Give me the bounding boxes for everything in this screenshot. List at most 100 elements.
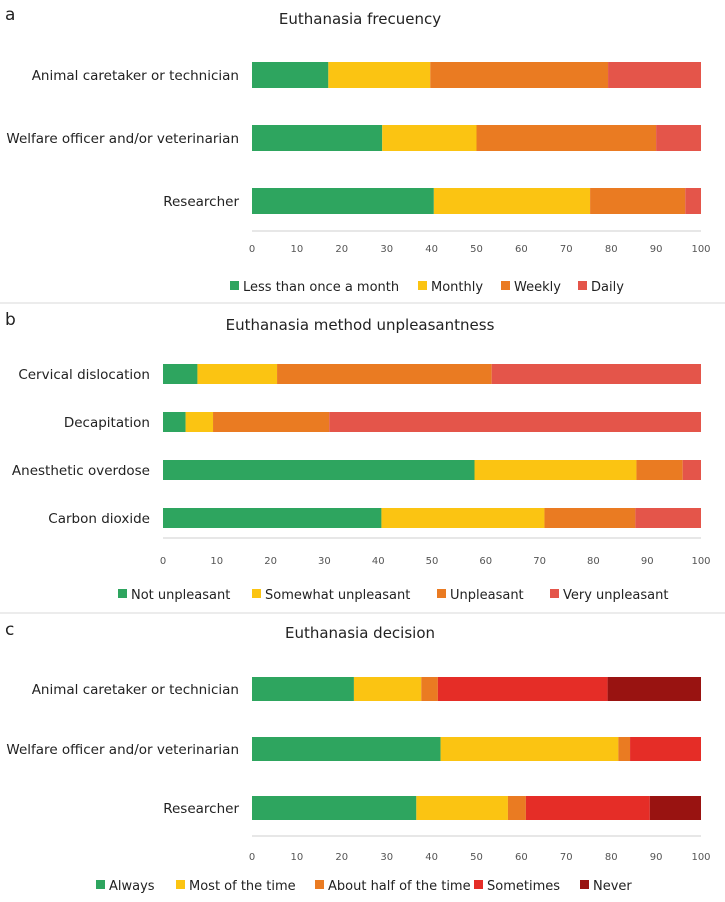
- x-tick-label: 60: [515, 852, 528, 863]
- bar-segment: [163, 412, 186, 432]
- panel-a: a Euthanasia frecuency 0 10 20 30 40 50 60 70 80…: [5, 5, 711, 295]
- bar-segment: [185, 412, 214, 432]
- legend-swatch: [437, 589, 446, 598]
- chart-title: Euthanasia decision: [285, 624, 435, 642]
- x-tick-label: 80: [587, 556, 600, 567]
- x-tick-label: 100: [691, 244, 710, 255]
- bar-segment: [421, 677, 438, 701]
- bar-segment: [590, 188, 686, 214]
- bar-segment: [437, 677, 608, 701]
- x-tick-label: 70: [560, 852, 573, 863]
- x-tick-label: 50: [426, 556, 439, 567]
- x-tick-label: 20: [335, 852, 348, 863]
- bar-segment: [433, 188, 591, 214]
- panel-c: c Euthanasia decision 0 10 20 30 40 50 60 70 80 9…: [5, 620, 711, 894]
- x-tick-label: 0: [249, 852, 255, 863]
- bar-segment: [329, 412, 701, 432]
- bar-segment: [618, 737, 631, 761]
- legend-swatch: [578, 281, 587, 290]
- legend-swatch: [580, 880, 589, 889]
- x-tick-label: 90: [650, 852, 663, 863]
- legend-label: Unpleasant: [450, 588, 524, 603]
- x-tick-label: 60: [515, 244, 528, 255]
- legend-swatch: [176, 880, 185, 889]
- legend-swatch: [96, 880, 105, 889]
- legend-swatch: [230, 281, 239, 290]
- panel-letter: b: [5, 310, 16, 330]
- legend-swatch: [474, 880, 483, 889]
- legend-label: About half of the time: [328, 879, 471, 894]
- bar-segment: [525, 796, 650, 820]
- category-label: Anesthetic overdose: [12, 463, 150, 479]
- bar-segment: [328, 62, 431, 88]
- x-tick-label: 50: [470, 244, 483, 255]
- bar-segment: [252, 796, 417, 820]
- category-label: Welfare officer and/or veterinarian: [6, 742, 239, 758]
- bar-segment: [656, 125, 701, 151]
- category-label: Cervical dislocation: [18, 367, 150, 383]
- x-tick-label: 40: [372, 556, 385, 567]
- bar-segment: [635, 508, 701, 528]
- legend-label: Sometimes: [487, 879, 560, 894]
- category-label: Carbon dioxide: [48, 511, 150, 527]
- bar-segment: [474, 460, 637, 480]
- x-tick-label: 20: [264, 556, 277, 567]
- legend-label: Less than once a month: [243, 280, 399, 295]
- bar-segment: [416, 796, 508, 820]
- x-tick-label: 10: [291, 852, 304, 863]
- x-tick-label: 0: [160, 556, 166, 567]
- bar-segment: [491, 364, 701, 384]
- x-tick-label: 10: [210, 556, 223, 567]
- x-tick-label: 80: [605, 244, 618, 255]
- x-tick-label: 20: [335, 244, 348, 255]
- category-label: Decapitation: [64, 415, 150, 431]
- legend-label: Very unpleasant: [563, 588, 668, 603]
- bar-segment: [163, 364, 198, 384]
- x-tick-label: 40: [425, 244, 438, 255]
- chart-title: Euthanasia frecuency: [279, 10, 441, 28]
- x-tick-label: 100: [691, 556, 710, 567]
- x-tick-label: 30: [380, 852, 393, 863]
- bar-segment: [636, 460, 683, 480]
- x-tick-label: 30: [380, 244, 393, 255]
- legend-label: Monthly: [431, 280, 483, 295]
- x-tick-label: 30: [318, 556, 331, 567]
- x-tick-label: 100: [691, 852, 710, 863]
- x-tick-label: 60: [479, 556, 492, 567]
- x-tick-label: 80: [605, 852, 618, 863]
- legend-swatch: [418, 281, 427, 290]
- x-tick-label: 40: [425, 852, 438, 863]
- category-label: Researcher: [163, 801, 239, 817]
- x-tick-label: 0: [249, 244, 255, 255]
- bar-segment: [252, 188, 434, 214]
- legend-swatch: [252, 589, 261, 598]
- legend-label: Most of the time: [189, 879, 296, 894]
- x-tick-label: 50: [470, 852, 483, 863]
- category-label: Animal caretaker or technician: [32, 682, 239, 698]
- legend-swatch: [118, 589, 127, 598]
- panel-letter: a: [5, 5, 15, 25]
- legend-label: Somewhat unpleasant: [265, 588, 410, 603]
- chart-title: Euthanasia method unpleasantness: [226, 316, 495, 334]
- bar-segment: [440, 737, 619, 761]
- bar-segment: [163, 460, 475, 480]
- bar-segment: [277, 364, 492, 384]
- x-tick-label: 90: [641, 556, 654, 567]
- bar-segment: [252, 677, 354, 701]
- bar-segment: [607, 677, 701, 701]
- bar-segment: [630, 737, 701, 761]
- legend-swatch: [501, 281, 510, 290]
- bar-segment: [381, 508, 545, 528]
- legend-label: Not unpleasant: [131, 588, 230, 603]
- bar-segment: [213, 412, 330, 432]
- legend-swatch: [550, 589, 559, 598]
- legend-label: Always: [109, 879, 155, 894]
- bar-segment: [649, 796, 701, 820]
- panel-letter: c: [5, 620, 14, 640]
- bar-segment: [252, 737, 441, 761]
- category-label: Welfare officer and/or veterinarian: [6, 131, 239, 147]
- x-tick-label: 10: [291, 244, 304, 255]
- bar-segment: [252, 62, 329, 88]
- bar-segment: [682, 460, 701, 480]
